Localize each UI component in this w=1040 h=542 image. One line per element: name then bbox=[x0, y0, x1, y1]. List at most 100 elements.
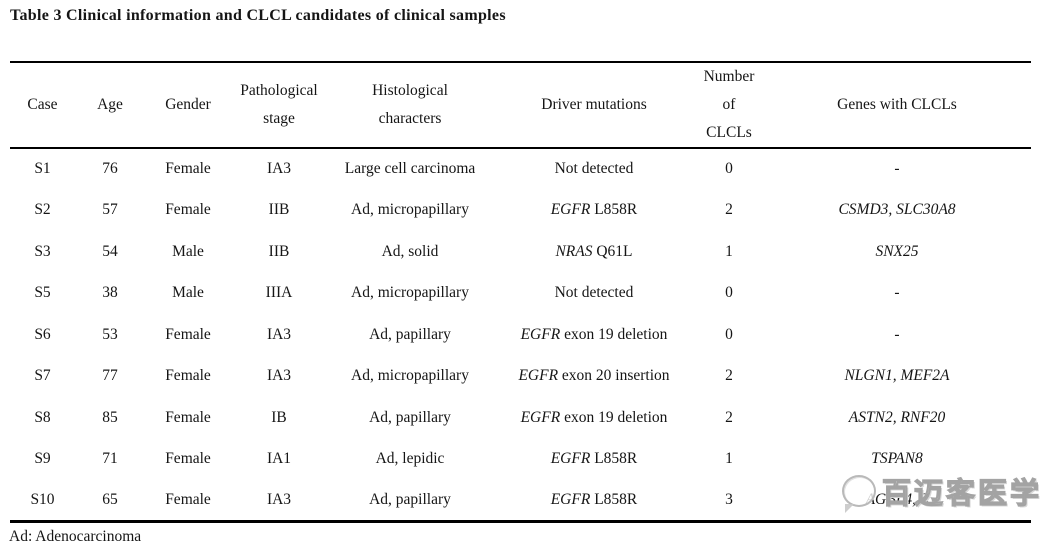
cell-pathological-stage: IB bbox=[271, 408, 287, 426]
cell-genes-with-clcls: CSMD3, SLC30A8 bbox=[838, 201, 956, 219]
table-row: S9 71 Female IA1 Ad, lepidic EGFR L858R … bbox=[10, 439, 1031, 481]
col-header-number-of-clcls: Number of CLCLs bbox=[695, 62, 763, 149]
cell-gender: Male bbox=[172, 284, 204, 302]
cell-case: S7 bbox=[34, 367, 51, 385]
cell-gender: Female bbox=[165, 491, 211, 508]
driver-mutation-detail: exon 19 deletion bbox=[560, 325, 668, 343]
cell-clcl-count: 2 bbox=[725, 408, 733, 426]
cell-driver-mutations: Not detected bbox=[493, 148, 695, 190]
cell-age: 38 bbox=[102, 284, 118, 302]
col-header-pathological-stage: Pathological stage bbox=[231, 62, 327, 149]
cell-pathological-stage: IA3 bbox=[266, 160, 292, 178]
table-row: S10 65 Female IA3 Ad, papillary EGFR L85… bbox=[10, 480, 1031, 522]
cell-pathological-stage: IIB bbox=[268, 201, 290, 219]
driver-mutation-detail: Not detected bbox=[554, 160, 634, 178]
cell-histological-characters: Ad, papillary bbox=[369, 408, 451, 426]
cell-pathological-stage: IIIA bbox=[265, 284, 293, 302]
table-row: S2 57 Female IIB Ad, micropapillary EGFR… bbox=[10, 190, 1031, 232]
cell-genes-with-clcls: TSPAN8 bbox=[871, 450, 923, 468]
cell-age: 53 bbox=[102, 325, 118, 343]
table-title: Table 3 Clinical information and CLCL ca… bbox=[10, 7, 506, 24]
driver-gene-name: EGFR bbox=[550, 201, 591, 219]
table-header: Case Age Gender Pathological stage Histo… bbox=[10, 62, 1031, 149]
driver-mutation-detail: L858R bbox=[590, 491, 638, 508]
col-header-gender: Gender bbox=[145, 62, 231, 149]
cell-clcl-count: 0 bbox=[725, 160, 733, 178]
cell-age: 76 bbox=[102, 160, 118, 178]
cell-clcl-count: 1 bbox=[725, 242, 733, 260]
cell-histological-characters: Large cell carcinoma bbox=[344, 160, 476, 178]
cell-driver-mutations: NRAS Q61L bbox=[493, 231, 695, 273]
cell-histological-characters: Ad, micropapillary bbox=[351, 201, 469, 219]
driver-gene-name: EGFR bbox=[520, 325, 561, 343]
cell-age: 71 bbox=[102, 450, 118, 468]
cell-gender: Female bbox=[165, 367, 211, 385]
cell-age: 85 bbox=[102, 408, 118, 426]
cell-pathological-stage: IA3 bbox=[266, 367, 292, 385]
col-header-driver-mutations: Driver mutations bbox=[493, 62, 695, 149]
cell-histological-characters: Ad, lepidic bbox=[375, 450, 445, 468]
cell-genes-with-clcls: - bbox=[894, 325, 900, 343]
cell-histological-characters: Ad, papillary bbox=[369, 325, 451, 343]
table-row: S1 76 Female IA3 Large cell carcinoma No… bbox=[10, 148, 1031, 190]
cell-pathological-stage: IA3 bbox=[266, 491, 292, 508]
cell-histological-characters: Ad, micropapillary bbox=[351, 367, 469, 385]
table-footnote: Ad: Adenocarcinoma bbox=[9, 528, 142, 542]
driver-mutation-detail: exon 20 insertion bbox=[558, 367, 670, 385]
cell-gender: Female bbox=[165, 325, 211, 343]
cell-gender: Male bbox=[172, 242, 204, 260]
table-row: S3 54 Male IIB Ad, solid NRAS Q61L 1 SNX… bbox=[10, 231, 1031, 273]
cell-genes-with-clcls: - bbox=[894, 284, 900, 302]
cell-genes-with-clcls: NLGN1, MEF2A bbox=[844, 367, 950, 385]
cell-driver-mutations: EGFR exon 19 deletion bbox=[493, 397, 695, 439]
cell-case: S2 bbox=[34, 201, 51, 219]
cell-case: S1 bbox=[34, 160, 51, 178]
table-row: S5 38 Male IIIA Ad, micropapillary Not d… bbox=[10, 273, 1031, 315]
cell-genes-with-clcls: AGBL4, Z bbox=[865, 491, 929, 508]
cell-age: 54 bbox=[102, 242, 118, 260]
cell-case: S3 bbox=[34, 242, 51, 260]
col-header-case: Case bbox=[10, 62, 75, 149]
driver-mutation-detail: Q61L bbox=[592, 242, 633, 260]
cell-histological-characters: Ad, micropapillary bbox=[351, 284, 469, 302]
driver-mutation-detail: exon 19 deletion bbox=[560, 408, 668, 426]
cell-histological-characters: Ad, solid bbox=[381, 242, 439, 260]
cell-genes-with-clcls: - bbox=[894, 160, 900, 178]
cell-clcl-count: 0 bbox=[725, 325, 733, 343]
driver-gene-name: EGFR bbox=[520, 408, 561, 426]
cell-age: 77 bbox=[102, 367, 118, 385]
cell-clcl-count: 2 bbox=[725, 201, 733, 219]
cell-gender: Female bbox=[165, 408, 211, 426]
cell-driver-mutations: EGFR exon 19 deletion bbox=[493, 314, 695, 356]
driver-mutation-detail: L858R bbox=[590, 201, 638, 219]
cell-clcl-count: 3 bbox=[725, 491, 733, 508]
driver-gene-name: EGFR bbox=[550, 491, 591, 508]
cell-pathological-stage: IA1 bbox=[266, 450, 292, 468]
cell-genes-with-clcls: ASTN2, RNF20 bbox=[848, 408, 946, 426]
cell-driver-mutations: EGFR L858R bbox=[493, 480, 695, 522]
clinical-samples-table: Case Age Gender Pathological stage Histo… bbox=[10, 61, 1031, 523]
driver-mutation-detail: Not detected bbox=[554, 284, 634, 302]
table-row: S6 53 Female IA3 Ad, papillary EGFR exon… bbox=[10, 314, 1031, 356]
col-header-histological-characters: Histological characters bbox=[327, 62, 493, 149]
cell-case: S8 bbox=[34, 408, 51, 426]
cell-genes-with-clcls: SNX25 bbox=[875, 242, 919, 260]
cell-gender: Female bbox=[165, 160, 211, 178]
table-body: S1 76 Female IA3 Large cell carcinoma No… bbox=[10, 148, 1031, 522]
table-row: S7 77 Female IA3 Ad, micropapillary EGFR… bbox=[10, 356, 1031, 398]
cell-driver-mutations: Not detected bbox=[493, 273, 695, 315]
cell-age: 65 bbox=[102, 491, 118, 508]
cell-driver-mutations: EGFR L858R bbox=[493, 439, 695, 481]
driver-gene-name: EGFR bbox=[518, 367, 559, 385]
driver-mutation-detail: L858R bbox=[590, 450, 638, 468]
header-row: Case Age Gender Pathological stage Histo… bbox=[10, 62, 1031, 149]
cell-clcl-count: 0 bbox=[725, 284, 733, 302]
cell-age: 57 bbox=[102, 201, 118, 219]
cell-clcl-count: 2 bbox=[725, 367, 733, 385]
cell-histological-characters: Ad, papillary bbox=[369, 491, 451, 508]
cell-case: S9 bbox=[34, 450, 51, 468]
cell-gender: Female bbox=[165, 201, 211, 219]
cell-case: S10 bbox=[30, 491, 55, 508]
col-header-genes-with-clcls: Genes with CLCLs bbox=[763, 62, 1031, 149]
